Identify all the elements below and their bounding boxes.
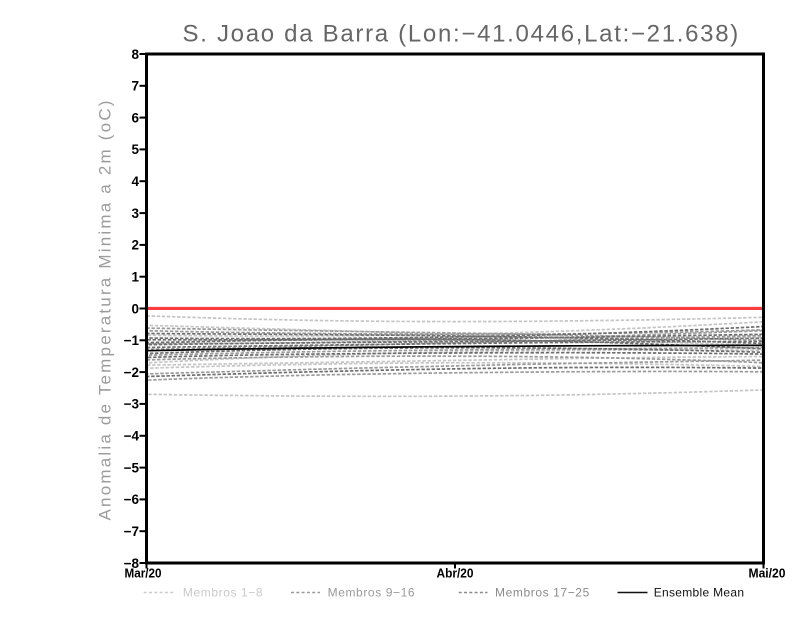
svg-text:−1: −1 (124, 333, 140, 348)
svg-text:Membros 17−25: Membros 17−25 (495, 586, 590, 600)
svg-text:Membros 9−16: Membros 9−16 (328, 586, 416, 600)
svg-text:3: 3 (131, 206, 139, 221)
svg-text:Abr/20: Abr/20 (437, 566, 474, 581)
svg-text:S. Joao da Barra (Lon:−41.0446: S. Joao da Barra (Lon:−41.0446,Lat:−21.6… (183, 21, 740, 48)
svg-text:0: 0 (131, 301, 139, 316)
svg-text:5: 5 (131, 142, 139, 157)
svg-text:Anomalia de Temperatura Minima: Anomalia de Temperatura Minima a 2m (oC) (96, 98, 115, 520)
svg-text:−6: −6 (124, 492, 140, 507)
svg-text:−5: −5 (124, 460, 140, 475)
svg-text:−2: −2 (124, 365, 139, 380)
svg-text:6: 6 (131, 110, 139, 125)
svg-text:2: 2 (131, 238, 139, 253)
svg-text:1: 1 (131, 270, 139, 285)
svg-text:−8: −8 (124, 556, 140, 571)
svg-text:7: 7 (131, 79, 139, 94)
svg-text:−7: −7 (124, 524, 139, 539)
svg-text:Mai/20: Mai/20 (749, 566, 786, 581)
svg-text:4: 4 (131, 174, 139, 189)
svg-text:−3: −3 (124, 397, 140, 412)
svg-text:Mar/20: Mar/20 (125, 566, 162, 581)
svg-text:Membros 1−8: Membros 1−8 (183, 586, 263, 600)
svg-text:8: 8 (131, 47, 139, 62)
svg-text:−4: −4 (124, 429, 140, 444)
svg-text:Ensemble Mean: Ensemble Mean (654, 586, 745, 600)
